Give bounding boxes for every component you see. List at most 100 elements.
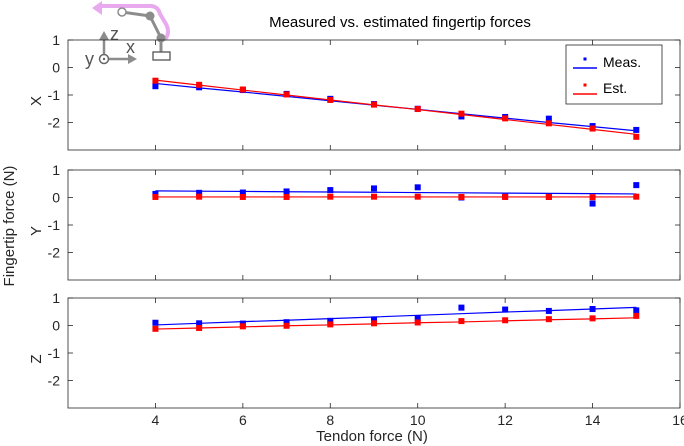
data-point-est	[589, 315, 596, 322]
data-point-est	[152, 193, 159, 200]
data-point-est	[239, 193, 246, 200]
data-point-est	[239, 323, 246, 330]
data-point-est	[283, 322, 290, 329]
data-point-est	[196, 81, 203, 88]
fit-line-meas	[155, 190, 637, 195]
y-tick-label: 1	[52, 162, 60, 178]
data-point-est	[633, 312, 640, 319]
panel-label-y: Y	[28, 226, 45, 236]
data-point-est	[502, 193, 509, 200]
x-tick-label: 12	[497, 412, 513, 428]
data-point-meas	[371, 316, 377, 323]
data-point-meas	[589, 200, 596, 207]
y-tick-label: 1	[52, 290, 60, 306]
data-point-meas	[327, 187, 334, 194]
x-tick-label: 10	[410, 412, 426, 428]
axes-box-z	[67, 297, 681, 409]
data-point-est	[239, 86, 246, 93]
x-tick-label: 16	[672, 412, 684, 428]
data-point-est	[152, 77, 159, 84]
x-tick-label: 4	[152, 412, 160, 428]
data-point-est	[371, 101, 377, 108]
y-tick-label: -2	[48, 245, 61, 261]
finger-diagram: z x y	[85, 1, 171, 69]
panel-z: 10-1-24 6 8 10 12 14 16Z	[28, 290, 684, 428]
y-tick-label: 0	[52, 60, 60, 76]
inset-label-x: x	[126, 37, 135, 57]
data-point-meas	[545, 115, 552, 122]
data-point-est	[371, 193, 377, 200]
data-point-est	[458, 193, 465, 200]
y-tick-label: -1	[48, 217, 61, 233]
data-point-meas	[414, 184, 421, 191]
panel-label-z: Z	[28, 354, 45, 363]
data-point-meas	[502, 306, 509, 313]
finger-arrow-icon	[92, 1, 102, 15]
legend-label-meas: Meas.	[603, 54, 641, 70]
data-point-est	[502, 115, 509, 122]
axis-arrowhead-z	[99, 31, 109, 40]
data-point-est	[589, 125, 596, 132]
data-point-est	[589, 194, 596, 201]
data-point-meas	[283, 319, 290, 326]
data-point-meas	[371, 185, 377, 192]
data-point-est	[502, 317, 509, 324]
data-point-est	[152, 325, 159, 332]
inset-label-y: y	[85, 49, 94, 69]
data-point-meas	[327, 317, 334, 324]
data-point-est	[414, 106, 421, 113]
x-tick-label: 14	[585, 412, 601, 428]
data-point-meas	[633, 126, 640, 133]
fit-line-meas	[155, 306, 637, 326]
data-point-est	[196, 193, 203, 200]
y-tick-label: -2	[48, 115, 61, 131]
data-point-meas	[196, 189, 203, 196]
data-point-est	[633, 193, 640, 200]
panel-label-x: X	[28, 96, 45, 106]
legend: Meas. Est.	[565, 44, 663, 105]
y-tick-label: 1	[52, 32, 60, 48]
data-point-meas	[196, 320, 203, 327]
x-tick-label: 8	[326, 412, 334, 428]
data-point-meas	[633, 307, 640, 314]
y-tick-label: 0	[52, 190, 60, 206]
finger-base-block	[152, 51, 171, 61]
data-point-meas	[152, 190, 159, 197]
panel-x: 1 0 -1 -2X	[28, 32, 681, 151]
data-point-meas	[458, 304, 465, 311]
panel-y: 1 0 -1 -2Y	[28, 162, 681, 281]
inset-label-z: z	[110, 24, 119, 44]
data-point-est	[545, 316, 552, 323]
data-point-est	[633, 133, 640, 140]
data-point-est	[327, 96, 334, 103]
y-tick-label: 0	[52, 318, 60, 334]
fit-line-est	[155, 79, 637, 135]
x-tick-label: 6	[239, 412, 247, 428]
data-point-meas	[283, 188, 290, 195]
finger-joint-mid	[145, 11, 155, 21]
data-point-meas	[152, 83, 159, 90]
data-point-est	[458, 110, 465, 117]
finger-joint-tip	[117, 7, 127, 17]
data-point-meas	[414, 315, 421, 322]
data-point-est	[458, 318, 465, 325]
legend-label-est: Est.	[603, 80, 627, 96]
y-tick-label: -1	[48, 345, 61, 361]
data-point-meas	[239, 189, 246, 196]
chart-title: Measured vs. estimated fingertip forces	[269, 14, 531, 31]
data-point-meas	[633, 182, 640, 189]
data-point-est	[283, 91, 290, 98]
fit-line-est	[155, 317, 637, 330]
x-axis-label: Tendon force (N)	[316, 428, 428, 445]
finger-outline	[98, 4, 170, 42]
axis-origin-dot	[102, 57, 106, 61]
data-point-meas	[152, 319, 159, 326]
data-point-est	[327, 321, 334, 328]
data-point-meas	[545, 307, 552, 314]
data-point-est	[196, 324, 203, 331]
data-point-est	[545, 120, 552, 127]
finger-joint-base	[156, 33, 166, 43]
data-point-est	[545, 193, 552, 200]
